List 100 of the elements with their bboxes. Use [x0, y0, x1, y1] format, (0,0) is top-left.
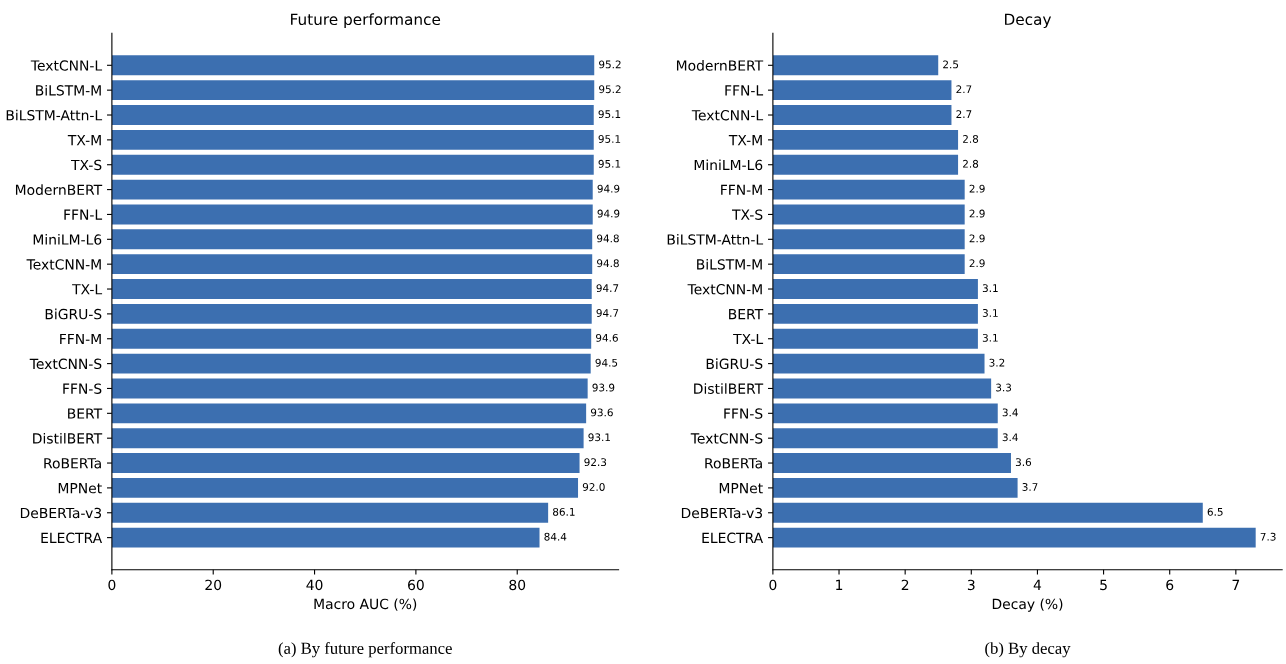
x-tick-label: 4: [1033, 579, 1042, 590]
data-label: 94.7: [596, 309, 619, 317]
y-tick-label: BERT: [68, 408, 103, 419]
data-label: 3.7: [1022, 483, 1038, 491]
y-tick-label: ModernBERT: [676, 60, 764, 71]
data-label: 92.3: [584, 458, 607, 467]
data-label: 2.9: [969, 259, 985, 268]
data-label: 95.1: [598, 110, 621, 119]
y-tick-label: RoBERTa: [44, 458, 101, 469]
data-label: 84.4: [544, 532, 567, 541]
data-label: 2.5: [943, 60, 959, 69]
data-label: 94.7: [596, 284, 619, 293]
chart-title: Decay: [1005, 13, 1052, 29]
bar: [111, 129, 594, 150]
data-label: 7.3: [1260, 532, 1276, 541]
x-tick-label: 7: [1232, 579, 1240, 590]
data-label: 95.2: [599, 85, 621, 94]
bar: [111, 105, 594, 125]
bar: [111, 477, 579, 498]
y-tick-label: TextCNN-L: [30, 60, 103, 71]
bar: [772, 254, 965, 275]
data-label: 95.1: [598, 159, 621, 168]
y-tick-label: FFN-S: [63, 383, 102, 394]
bar: [772, 179, 965, 200]
bar: [772, 55, 939, 76]
y-tick-label: TX-M: [67, 135, 101, 146]
bar: [111, 527, 540, 548]
y-tick-label: MPNet: [719, 483, 763, 494]
data-label: 86.1: [553, 507, 575, 516]
data-label: 93.1: [588, 433, 610, 442]
bar: [772, 229, 965, 250]
bar: [772, 328, 978, 349]
y-tick-label: DeBERTa-v3: [20, 507, 102, 519]
bar: [772, 477, 1018, 498]
x-tick-label: 2: [901, 579, 909, 590]
y-tick-label: FFN-S: [724, 408, 763, 419]
bar: [111, 204, 593, 225]
x-axis-title: Macro AUC (%): [314, 598, 417, 611]
data-label: 94.8: [597, 234, 619, 243]
data-label: 2.7: [956, 85, 972, 94]
y-tick-label: BiGRU-S: [706, 358, 763, 370]
data-label: 2.8: [963, 159, 979, 168]
bar: [111, 154, 594, 175]
x-tick-label: 3: [967, 579, 975, 591]
y-tick-label: FFN-L: [64, 209, 103, 220]
bar: [772, 204, 965, 225]
y-tick-label: TX-S: [731, 209, 763, 220]
y-tick-label: BiLSTM-Attn-L: [667, 234, 764, 245]
data-label: 3.1: [982, 284, 998, 293]
data-label: 95.1: [598, 135, 621, 143]
bar: [772, 453, 1011, 473]
bar: [111, 303, 592, 324]
data-label: 2.9: [969, 234, 985, 243]
x-tick-label: 0: [769, 579, 777, 591]
x-tick-label: 0: [108, 579, 116, 591]
y-tick-label: ModernBERT: [15, 184, 103, 196]
chart-title: Future performance: [291, 13, 441, 29]
data-label: 3.4: [1002, 433, 1018, 442]
bar: [111, 55, 595, 76]
bar: [111, 80, 595, 101]
data-label: 3.6: [1015, 458, 1032, 467]
bar: [111, 403, 587, 424]
bar: [111, 254, 593, 275]
bar: [111, 179, 593, 200]
y-tick-label: TextCNN-S: [690, 433, 763, 444]
x-axis-title: Decay (%): [992, 598, 1063, 612]
y-tick-label: BiLSTM-M: [697, 258, 762, 270]
y-tick-label: TextCNN-L: [691, 109, 764, 121]
bar: [111, 453, 580, 473]
x-tick-label: 80: [509, 579, 526, 591]
bar: [111, 279, 592, 299]
data-label: 2.8: [963, 135, 979, 143]
y-tick-label: MiniLM-L6: [33, 234, 102, 245]
x-tick-label: 1: [836, 579, 843, 590]
y-tick-label: BiLSTM-M: [36, 84, 101, 96]
data-label: 3.4: [1002, 408, 1018, 417]
x-tick-label: 20: [205, 579, 222, 591]
y-tick-label: TX-L: [733, 333, 764, 345]
y-tick-label: DistilBERT: [33, 432, 103, 444]
data-label: 93.9: [592, 383, 615, 392]
bar: [772, 303, 978, 324]
data-label: 3.1: [982, 309, 998, 317]
y-tick-label: DeBERTa-v3: [681, 507, 763, 519]
bar: [111, 353, 591, 374]
x-tick-label: 5: [1100, 579, 1107, 591]
y-tick-label: TextCNN-M: [687, 283, 762, 295]
y-tick-label: MiniLM-L6: [694, 159, 763, 171]
data-label: 3.3: [996, 383, 1012, 392]
y-tick-label: BiLSTM-Attn-L: [6, 109, 103, 121]
y-tick-label: BERT: [729, 309, 764, 320]
y-tick-label: TX-L: [72, 284, 103, 295]
data-label: 2.9: [969, 184, 985, 193]
data-label: 2.7: [956, 110, 972, 118]
y-tick-label: FFN-M: [721, 184, 762, 195]
bar: [772, 279, 978, 299]
data-label: 6.5: [1207, 507, 1223, 516]
data-label: 3.2: [989, 358, 1005, 367]
y-tick-label: ELECTRA: [702, 532, 764, 544]
text: (a) By future performance: [278, 642, 452, 658]
text: (b) By decay: [985, 642, 1071, 658]
